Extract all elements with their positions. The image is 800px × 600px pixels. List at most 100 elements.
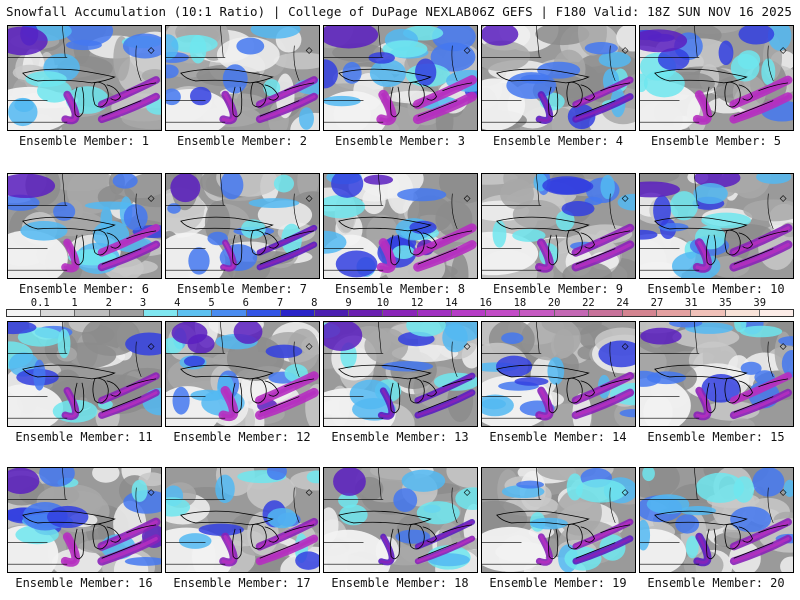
ensemble-map-panel [165,321,320,427]
ensemble-map-panel [481,173,636,279]
ensemble-map-panel [639,321,794,427]
ensemble-member-label: Ensemble Member: 16 [15,576,153,590]
ensemble-member-label: Ensemble Member: 4 [492,134,624,148]
snowfall-map [324,26,477,130]
legend-swatch [759,310,794,316]
ensemble-member-label: Ensemble Member: 5 [650,134,782,148]
ensemble-member-label: Ensemble Member: 13 [331,430,469,444]
legend-tick-label: 20 [547,297,561,309]
snowfall-map [324,174,477,278]
legend-swatch [178,310,213,316]
ensemble-member-label: Ensemble Member: 18 [331,576,469,590]
ensemble-map-panel [7,467,162,573]
legend-tick-label: 24 [616,297,630,309]
legend-tick-label: 22 [582,297,595,309]
ensemble-member-label: Ensemble Member: 12 [173,430,311,444]
legend-swatch [349,310,384,316]
valid-time-label: 06Z GEFS | F180 Valid: 18Z SUN NOV 16 20… [471,4,792,19]
legend-swatch [520,310,555,316]
snowfall-map [482,322,635,426]
legend-swatch [588,310,623,316]
snowfall-map [482,468,635,572]
legend-swatch [109,310,144,316]
ensemble-member-label: Ensemble Member: 3 [334,134,466,148]
snowfall-map [482,26,635,130]
ensemble-map-panel [481,467,636,573]
ensemble-map-panel [323,173,478,279]
ensemble-map-panel [7,25,162,131]
legend-swatch [451,310,487,316]
snowfall-map [8,468,161,572]
ensemble-member-label: Ensemble Member: 6 [18,282,150,296]
ensemble-member-label: Ensemble Member: 17 [173,576,311,590]
legend-tick-label: 18 [513,297,527,309]
legend-swatch [7,310,42,316]
legend-tick-label: 8 [311,297,318,309]
legend-tick-label: 10 [376,297,390,309]
legend-tick-label: 27 [650,297,664,309]
legend-swatch [486,310,521,316]
legend-swatch [554,310,589,316]
legend-swatch [725,310,760,316]
legend-tick-label: 31 [684,297,698,309]
legend-tick-label: 2 [105,297,112,309]
ensemble-map-panel [323,25,478,131]
ensemble-map-panel [481,321,636,427]
ensemble-member-label: Ensemble Member: 2 [176,134,308,148]
legend-swatch [657,310,692,316]
ensemble-member-label: Ensemble Member: 15 [647,430,785,444]
legend-swatch [41,310,76,316]
legend-tick-label: 14 [445,297,458,309]
ensemble-map-panel [7,321,162,427]
legend-swatch [691,310,726,316]
ensemble-map-panel [323,321,478,427]
ensemble-member-label: Ensemble Member: 19 [489,576,627,590]
legend-tick-label: 16 [479,297,492,309]
ensemble-map-panel [165,25,320,131]
snowfall-map [8,26,161,130]
snowfall-map [8,174,161,278]
legend-swatch [622,310,658,316]
ensemble-map-panel [639,25,794,131]
ensemble-map-panel [7,173,162,279]
ensemble-map-panel [165,173,320,279]
snowfall-map [640,322,793,426]
ensemble-map-panel [481,25,636,131]
ensemble-member-label: Ensemble Member: 1 [18,134,150,148]
snowfall-map [640,26,793,130]
legend-tick-label: 39 [753,297,767,309]
color-legend-bar [6,309,794,317]
snowfall-map [8,322,161,426]
ensemble-member-label: Ensemble Member: 10 [647,282,785,296]
ensemble-map-panel [639,173,794,279]
page-title: Snowfall Accumulation (10:1 Ratio) | Col… [6,4,472,19]
legend-swatch [143,310,179,316]
legend-tick-label: 3 [139,297,147,309]
legend-labels: 0.1 1 2 3 4 5 6 7 8 9 10 12 14 16 18 20 22 24 27 31 35 39 [6,297,794,309]
snowfall-map [166,322,319,426]
legend-tick-label: 35 [719,297,732,309]
legend-tick-label: 9 [345,297,352,309]
legend-tick-label: 12 [410,297,424,309]
ensemble-member-label: Ensemble Member: 11 [15,430,153,444]
legend-swatch [212,310,247,316]
snowfall-map [166,174,319,278]
ensemble-member-label: Ensemble Member: 20 [647,576,785,590]
legend-tick-label: 7 [276,297,284,309]
snowfall-map [482,174,635,278]
snowfall-map [640,468,793,572]
snowfall-map [166,26,319,130]
ensemble-map-panel [165,467,320,573]
snowfall-map [640,174,793,278]
legend-swatch [246,310,281,316]
legend-swatch [417,310,452,316]
legend-swatch [280,310,315,316]
legend-tick-label: 0.1 [30,297,50,309]
legend-tick-label: 5 [208,297,215,309]
legend-tick-label: 4 [174,297,181,309]
ensemble-member-label: Ensemble Member: 7 [176,282,308,296]
legend-swatch [314,310,350,316]
ensemble-member-label: Ensemble Member: 14 [489,430,627,444]
legend-tick-label: 6 [242,297,249,309]
legend-swatch [383,310,418,316]
